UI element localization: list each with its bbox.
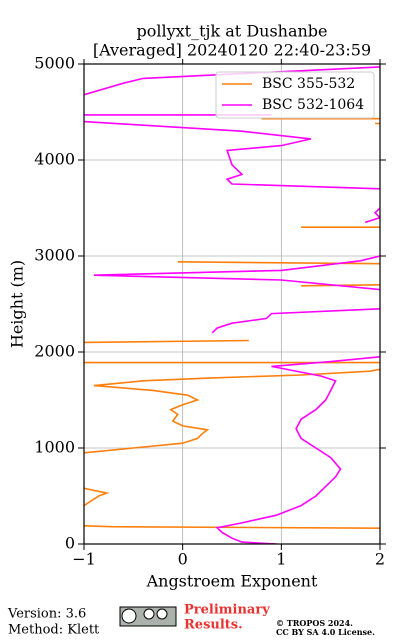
legend-box — [215, 71, 375, 119]
y-axis-label: Height (m) — [8, 260, 27, 348]
legend-label: BSC 355-532 — [262, 76, 355, 92]
x-tick-label: −1 — [72, 550, 96, 569]
method: Method: Klett — [8, 623, 100, 638]
chart-subtitle: [Averaged] 20240120 22:40-23:59 — [93, 41, 371, 60]
version: Version: 3.6 — [7, 607, 86, 622]
x-tick-label: 2 — [375, 550, 385, 569]
plot-frame — [83, 63, 381, 545]
profile-line — [84, 66, 380, 544]
y-tick-label: 1000 — [34, 438, 75, 457]
x-tick-label: 0 — [178, 550, 188, 569]
license: CC BY SA 4.0 License. — [276, 627, 375, 637]
x-tick-label: 1 — [276, 550, 286, 569]
y-tick-label: 5000 — [34, 54, 75, 73]
notice: Results. — [184, 618, 243, 633]
y-tick-label: 0 — [65, 534, 75, 553]
y-tick-label: 2000 — [34, 342, 75, 361]
notice: Preliminary — [184, 603, 270, 618]
cc-logo — [119, 606, 177, 627]
y-tick-label: 3000 — [34, 246, 75, 265]
legend-label: BSC 532-1064 — [262, 97, 364, 113]
y-tick-label: 4000 — [34, 150, 75, 169]
legend: BSC 355-532 BSC 532-1064 — [215, 71, 375, 119]
x-axis-label: Angstroem Exponent — [146, 572, 318, 591]
chart-title: pollyxt_tjk at Dushanbe — [136, 22, 327, 41]
copyright: © TROPOS 2024. — [276, 618, 353, 628]
